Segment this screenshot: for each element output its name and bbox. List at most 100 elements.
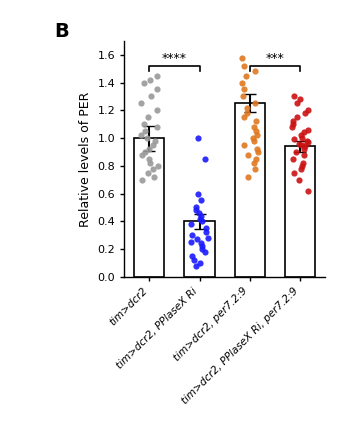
- Point: [241, 114, 247, 120]
- Point: [200, 245, 205, 252]
- Point: [290, 155, 295, 162]
- Point: [193, 207, 198, 213]
- Point: [241, 63, 246, 69]
- Point: [154, 124, 159, 131]
- Text: B: B: [54, 22, 69, 41]
- Point: [197, 259, 203, 266]
- Point: [301, 129, 306, 136]
- Bar: [285, 147, 315, 277]
- Point: [199, 212, 204, 219]
- Point: [142, 149, 148, 155]
- Point: [152, 173, 157, 180]
- Bar: [235, 104, 265, 277]
- Point: [197, 210, 202, 216]
- Point: [139, 132, 144, 139]
- Point: [304, 137, 310, 144]
- Point: [302, 151, 307, 158]
- Point: [151, 165, 156, 172]
- Point: [243, 72, 249, 79]
- Point: [194, 236, 200, 242]
- Point: [139, 151, 144, 158]
- Point: [189, 253, 194, 259]
- Point: [296, 176, 302, 183]
- Text: ****: ****: [162, 51, 187, 64]
- Point: [139, 176, 144, 183]
- Point: [191, 257, 197, 264]
- Point: [141, 121, 147, 128]
- Point: [148, 76, 153, 83]
- Point: [198, 240, 204, 247]
- Point: [188, 239, 194, 245]
- Point: [200, 218, 205, 225]
- Point: [193, 262, 199, 269]
- Point: [195, 190, 200, 197]
- Point: [205, 234, 210, 241]
- Point: [251, 160, 257, 166]
- Point: [289, 124, 294, 131]
- Point: [142, 79, 147, 86]
- Point: [254, 146, 259, 152]
- Point: [198, 197, 203, 204]
- Point: [241, 93, 246, 100]
- Point: [293, 149, 299, 155]
- Point: [204, 225, 209, 232]
- Point: [242, 141, 247, 148]
- Point: [250, 135, 255, 141]
- Point: [241, 86, 246, 93]
- Point: [144, 135, 150, 141]
- Point: [297, 96, 302, 103]
- Point: [299, 163, 305, 169]
- Text: ***: ***: [266, 51, 284, 64]
- Point: [150, 141, 155, 148]
- Point: [295, 114, 300, 120]
- Point: [290, 118, 296, 125]
- Point: [305, 187, 311, 194]
- Point: [143, 128, 148, 134]
- Point: [294, 100, 300, 107]
- Point: [292, 169, 297, 176]
- Point: [299, 165, 304, 172]
- Point: [154, 107, 160, 114]
- Point: [202, 248, 207, 255]
- Point: [291, 121, 296, 128]
- Point: [299, 132, 304, 139]
- Point: [189, 221, 194, 227]
- Point: [301, 160, 306, 166]
- Point: [155, 163, 161, 169]
- Point: [189, 232, 194, 239]
- Point: [138, 100, 143, 107]
- Point: [256, 149, 261, 155]
- Point: [252, 100, 258, 107]
- Point: [239, 79, 245, 86]
- Point: [155, 86, 160, 93]
- Point: [199, 243, 205, 250]
- Point: [146, 114, 151, 120]
- Point: [147, 160, 153, 166]
- Point: [147, 146, 152, 152]
- Point: [253, 165, 258, 172]
- Point: [254, 132, 259, 139]
- Point: [296, 140, 302, 147]
- Point: [195, 135, 201, 141]
- Point: [303, 110, 308, 117]
- Point: [244, 110, 249, 117]
- Point: [306, 139, 311, 146]
- Point: [245, 104, 250, 111]
- Point: [149, 93, 154, 100]
- Point: [147, 155, 152, 162]
- Point: [203, 229, 209, 236]
- Y-axis label: Relative levels of PER: Relative levels of PER: [79, 91, 92, 226]
- Point: [253, 128, 259, 134]
- Point: [302, 146, 307, 152]
- Bar: [134, 138, 164, 277]
- Point: [252, 68, 257, 75]
- Point: [198, 215, 203, 222]
- Point: [254, 118, 259, 125]
- Point: [291, 93, 297, 100]
- Point: [292, 136, 297, 143]
- Point: [202, 155, 207, 162]
- Point: [146, 169, 151, 176]
- Point: [245, 173, 251, 180]
- Point: [300, 141, 305, 148]
- Point: [252, 124, 257, 131]
